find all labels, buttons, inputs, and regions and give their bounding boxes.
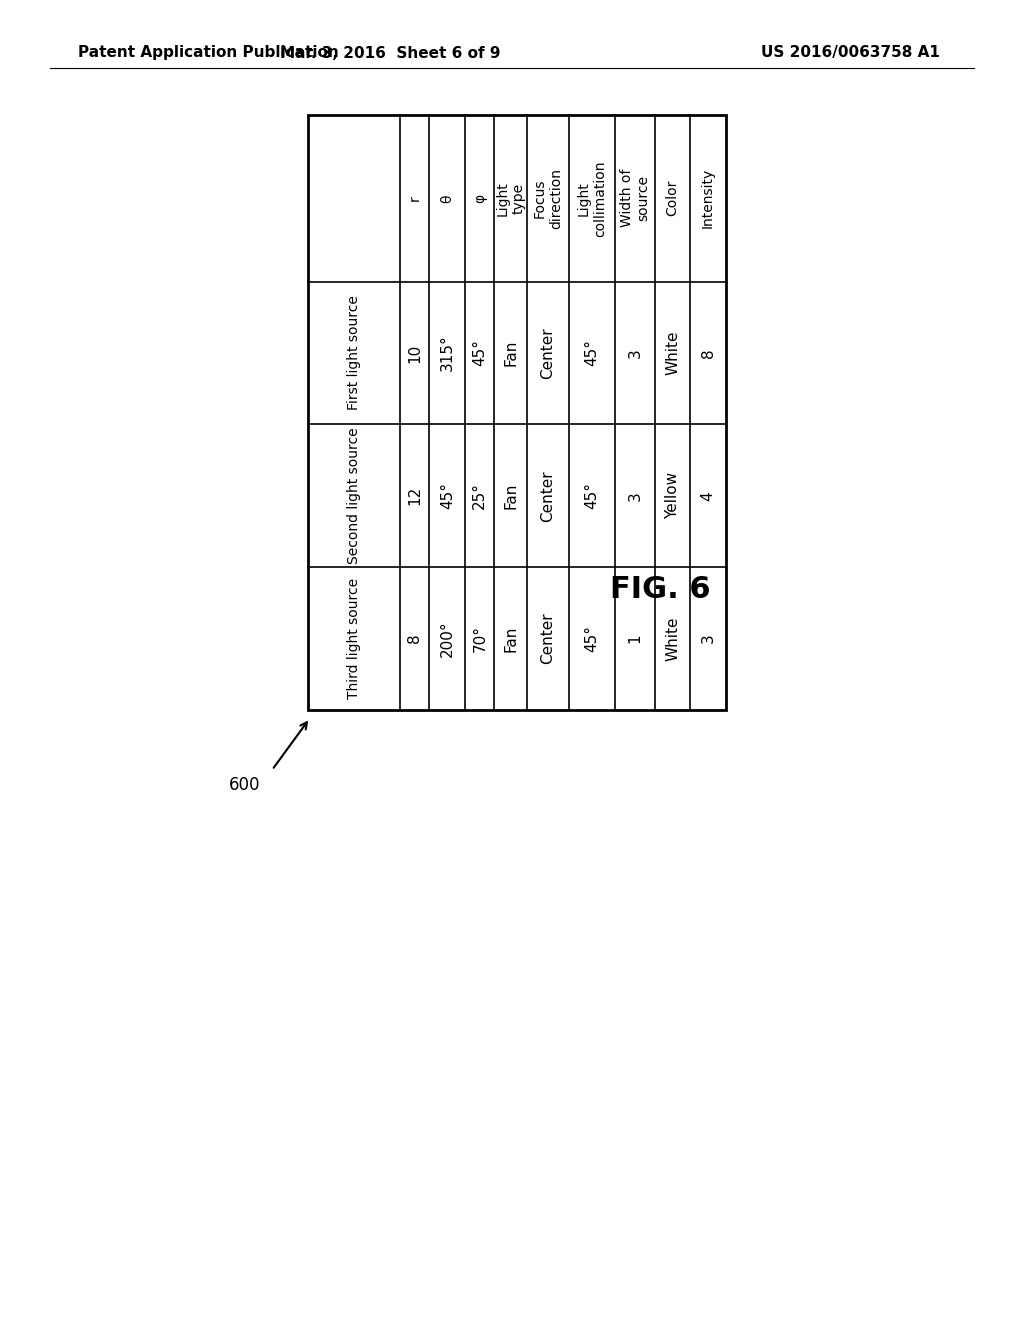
Text: 3: 3 bbox=[628, 491, 643, 500]
Text: Light
collimation: Light collimation bbox=[578, 160, 607, 236]
Text: Focus
direction: Focus direction bbox=[532, 168, 563, 228]
Text: 45°: 45° bbox=[585, 339, 600, 367]
Text: 25°: 25° bbox=[472, 482, 487, 510]
Text: Color: Color bbox=[666, 180, 680, 216]
Text: r: r bbox=[408, 195, 422, 201]
Text: Yellow: Yellow bbox=[665, 473, 680, 519]
Text: 4: 4 bbox=[700, 491, 716, 500]
Text: Center: Center bbox=[541, 470, 555, 521]
Text: FIG. 6: FIG. 6 bbox=[610, 576, 711, 605]
Text: 45°: 45° bbox=[440, 482, 455, 510]
Text: 12: 12 bbox=[408, 486, 422, 506]
Text: Light
type: Light type bbox=[496, 181, 525, 215]
Text: 45°: 45° bbox=[585, 482, 600, 510]
Text: Center: Center bbox=[541, 612, 555, 664]
Text: 200°: 200° bbox=[440, 620, 455, 657]
Text: Mar. 3, 2016  Sheet 6 of 9: Mar. 3, 2016 Sheet 6 of 9 bbox=[280, 45, 501, 61]
Text: φ: φ bbox=[473, 194, 486, 203]
Text: Patent Application Publication: Patent Application Publication bbox=[78, 45, 339, 61]
Text: White: White bbox=[665, 616, 680, 661]
Text: Fan: Fan bbox=[503, 483, 518, 510]
Bar bbox=[308, 115, 726, 710]
Text: Third light source: Third light source bbox=[347, 578, 361, 700]
Text: US 2016/0063758 A1: US 2016/0063758 A1 bbox=[761, 45, 940, 61]
Text: Width of
source: Width of source bbox=[620, 169, 650, 227]
Text: 70°: 70° bbox=[472, 626, 487, 652]
Text: White: White bbox=[665, 331, 680, 375]
Text: Fan: Fan bbox=[503, 339, 518, 366]
Text: 8: 8 bbox=[700, 348, 716, 358]
Text: 3: 3 bbox=[628, 348, 643, 358]
Text: θ: θ bbox=[440, 194, 455, 202]
Text: Second light source: Second light source bbox=[347, 428, 361, 564]
Text: Intensity: Intensity bbox=[701, 168, 715, 228]
Text: 45°: 45° bbox=[585, 626, 600, 652]
Text: 315°: 315° bbox=[440, 335, 455, 371]
Text: 8: 8 bbox=[408, 634, 422, 643]
Text: 10: 10 bbox=[408, 343, 422, 363]
Text: 1: 1 bbox=[628, 634, 643, 643]
Text: Fan: Fan bbox=[503, 626, 518, 652]
Text: 45°: 45° bbox=[472, 339, 487, 367]
Text: Center: Center bbox=[541, 327, 555, 379]
Text: First light source: First light source bbox=[347, 296, 361, 411]
Text: 3: 3 bbox=[700, 634, 716, 643]
Text: 600: 600 bbox=[229, 776, 261, 795]
